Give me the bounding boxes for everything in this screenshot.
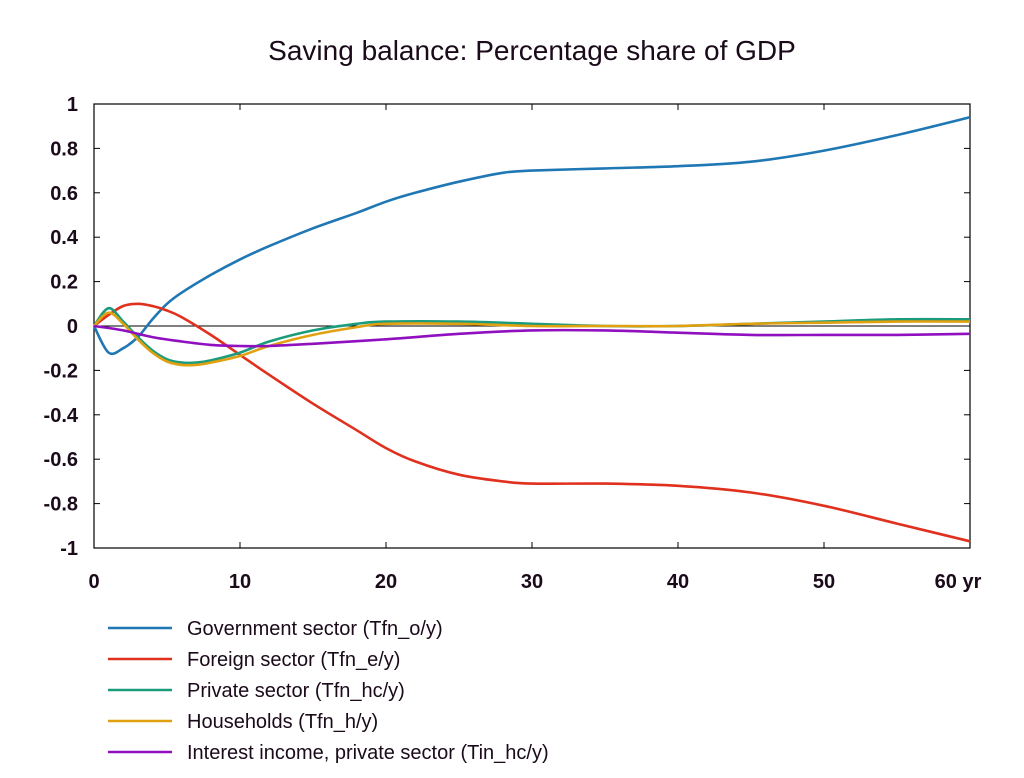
y-tick-label: 0.2 [50,272,78,294]
x-tick-label: 20 [375,571,397,593]
y-tick-label: -0.4 [44,405,79,427]
tick-labels: 1 0.8 0.6 0.4 0.2 0 -0.2 -0.4 -0.6 -0.8 -1 0 10 20 30 4… [44,94,982,593]
series-line-0 [92,116,971,356]
y-tick-label: 0 [67,316,78,338]
legend-label-4: Interest income, private sector (Tin_hc/… [187,742,549,764]
legend-label-2: Private sector (Tfn_hc/y) [187,680,405,702]
series-line-3 [93,311,971,367]
y-tick-label: 0.6 [50,183,78,205]
y-tick-label: -1 [60,538,78,560]
y-tick-label: 1 [67,94,78,116]
x-tick-label: 40 [667,571,689,593]
y-tick-label: -0.8 [44,494,78,516]
y-tick-label: -0.6 [44,449,78,471]
series-line-4 [93,324,971,348]
legend: Government sector (Tfn_o/y) Foreign secto… [108,618,549,764]
series-line-1 [93,302,971,543]
x-tick-label: 10 [229,571,251,593]
x-tick-label: 60 yr [935,571,982,593]
x-tick-label: 30 [521,571,543,593]
chart-title: Saving balance: Percentage share of GDP [268,35,796,66]
y-tick-label: 0.8 [50,138,78,160]
series-group [92,116,971,543]
legend-label-3: Households (Tfn_h/y) [187,711,378,733]
legend-label-1: Foreign sector (Tfn_e/y) [187,649,400,671]
legend-label-0: Government sector (Tfn_o/y) [187,618,443,640]
x-tick-label: 50 [813,571,835,593]
y-tick-label: 0.4 [50,227,79,249]
x-tick-label: 0 [88,571,99,593]
y-tick-label: -0.2 [44,360,78,382]
